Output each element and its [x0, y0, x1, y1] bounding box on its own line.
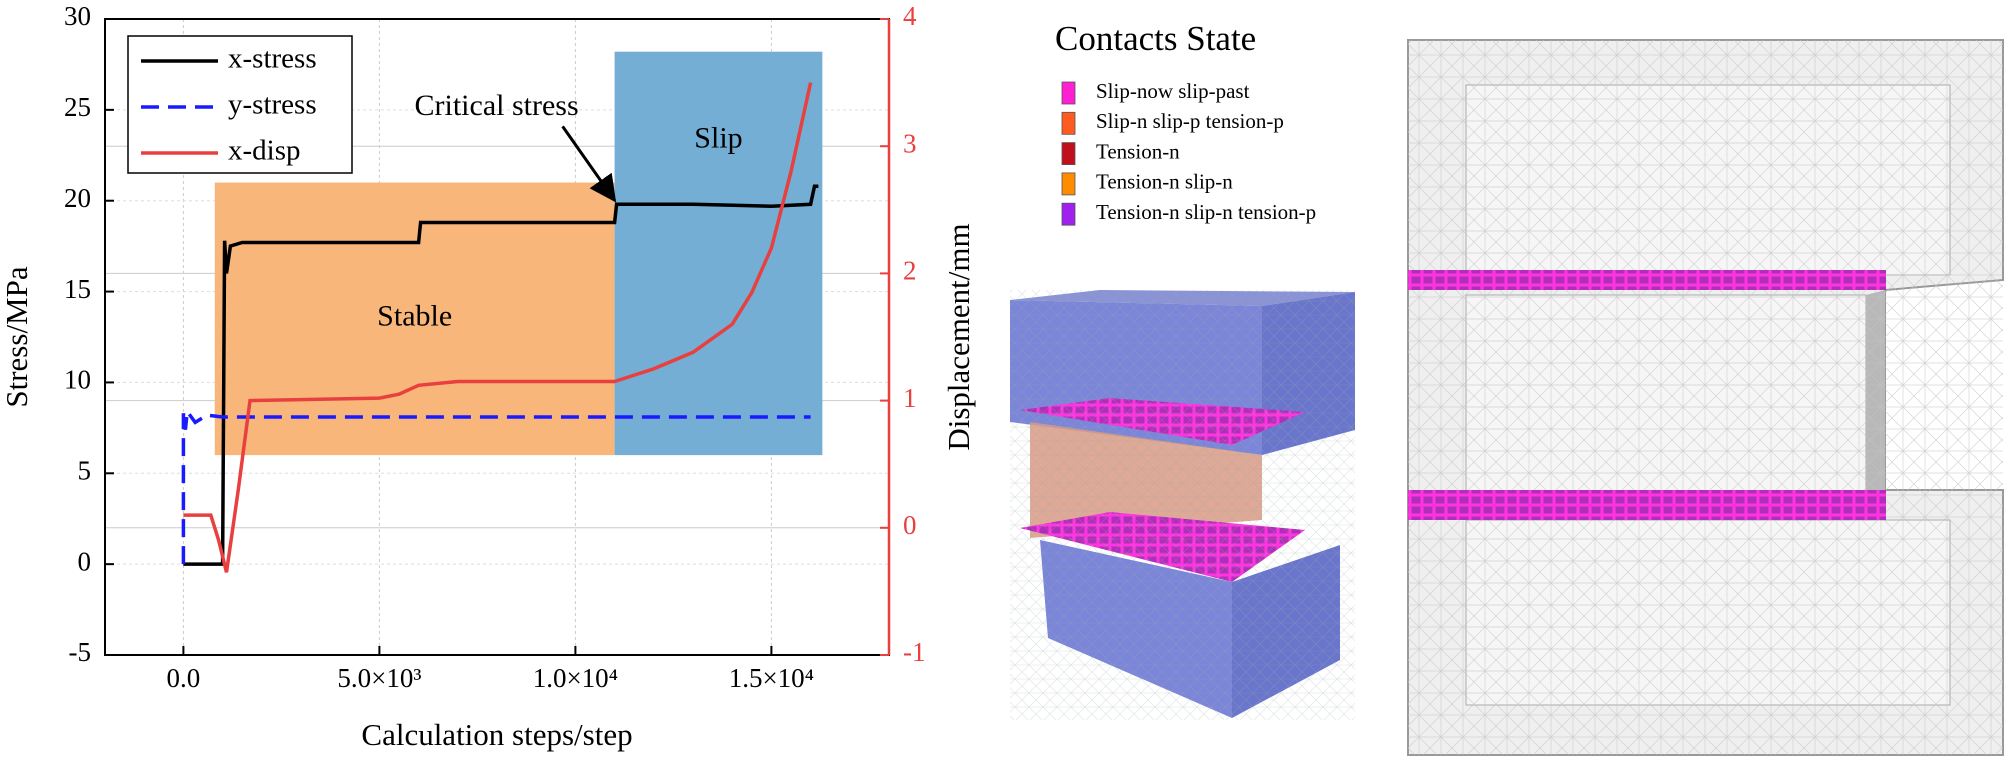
- left-model: [1010, 290, 1355, 720]
- legend-label: Tension-n slip-n: [1096, 170, 1233, 194]
- legend-box: [127, 35, 353, 174]
- y-tick-label: 15: [64, 274, 91, 304]
- region-label: Stable: [377, 300, 452, 333]
- legend-label: Slip-n slip-p tension-p: [1096, 109, 1284, 133]
- annotation-text: Critical stress: [415, 89, 579, 122]
- series-line: [183, 184, 819, 566]
- y-tick-label: 20: [64, 183, 91, 213]
- x-axis-label: Calculation steps/step: [361, 717, 632, 752]
- region: [614, 51, 823, 456]
- contacts-legend: Contacts State: [1055, 19, 1256, 58]
- y2-tick-label: 3: [903, 128, 917, 158]
- y-tick-label: 0: [78, 546, 92, 576]
- region: [214, 182, 615, 456]
- legend-swatch: [1061, 202, 1076, 226]
- legend-label: x-stress: [228, 43, 317, 75]
- y-tick-label: 5: [78, 455, 92, 485]
- y2-axis-label: Displacement/mm: [941, 223, 976, 450]
- x-tick-label: 0.0: [167, 663, 201, 693]
- legend-label: x-disp: [228, 135, 301, 167]
- y-axis-label: Stress/MPa: [0, 266, 34, 407]
- legend-label: Tension-n slip-n tension-p: [1096, 200, 1316, 224]
- y-tick-label: 25: [64, 92, 91, 122]
- x-tick-label: 5.0×10³: [337, 663, 421, 693]
- y2-tick-label: 4: [903, 1, 917, 31]
- legend-swatch: [1061, 172, 1076, 196]
- legend-swatch: [1061, 81, 1076, 105]
- region-label: Slip: [694, 121, 742, 154]
- y2-tick-label: -1: [903, 637, 926, 667]
- y2-tick-label: 0: [903, 510, 917, 540]
- legend-label: Tension-n: [1096, 139, 1180, 163]
- series-line: [183, 82, 813, 573]
- legend-title: Contacts State: [1055, 19, 1256, 58]
- series-line: [181, 406, 811, 565]
- annotation-arrow: [561, 125, 617, 203]
- x-tick-label: 1.5×10⁴: [729, 663, 814, 693]
- y2-tick-label: 2: [903, 256, 917, 286]
- right-model: [1407, 39, 2004, 756]
- y-tick-label: 30: [64, 1, 91, 31]
- legend-label: y-stress: [228, 89, 317, 121]
- y-tick-label: 10: [64, 365, 91, 395]
- legend-swatch: [1061, 111, 1076, 135]
- y-tick-label: -5: [69, 637, 92, 667]
- legend-swatch: [1061, 142, 1076, 166]
- legend-label: Slip-now slip-past: [1096, 79, 1250, 103]
- y2-tick-label: 1: [903, 383, 917, 413]
- x-tick-label: 1.0×10⁴: [533, 663, 618, 693]
